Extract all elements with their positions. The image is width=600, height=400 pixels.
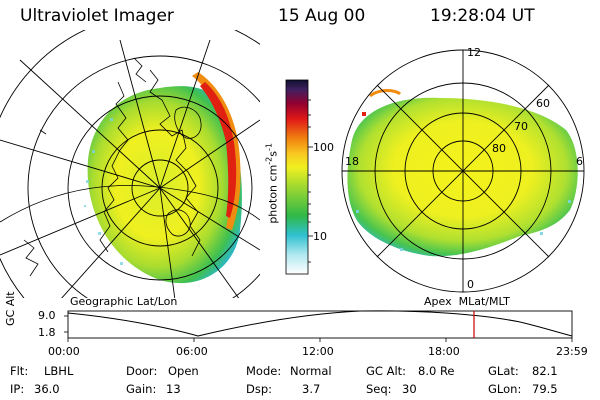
gc-alt-value: 8.0 Re xyxy=(418,364,455,378)
glat-label: GLat: xyxy=(488,364,519,378)
ground-track xyxy=(0,185,260,223)
colorbar-tick-100: 100 xyxy=(313,141,334,154)
mlt-label-18: 18 xyxy=(345,155,359,168)
ip-label: IP: xyxy=(10,382,25,396)
image-date: 15 Aug 00 xyxy=(278,6,366,26)
glon-label: GLon: xyxy=(488,382,522,396)
flt-label: Flt: xyxy=(10,364,29,378)
geographic-map-panel xyxy=(0,30,260,298)
app-title: Ultraviolet Imager xyxy=(20,6,174,26)
colorbar-unit-label: photon cm-2s-1 xyxy=(264,143,280,224)
time-tick-1200: 12:00 xyxy=(302,345,334,358)
glat-value: 82.1 xyxy=(532,364,558,378)
altitude-curve xyxy=(67,310,573,337)
mlat-label-80: 80 xyxy=(492,142,506,155)
mode-value: Normal xyxy=(290,364,332,378)
door-value: Open xyxy=(168,364,199,378)
altitude-tick-9: 9.0 xyxy=(38,309,56,322)
seq-label: Seq: xyxy=(366,382,392,396)
dsp-value: 3.7 xyxy=(302,382,321,396)
time-tick-0000: 00:00 xyxy=(48,345,80,358)
glon-value: 79.5 xyxy=(532,382,558,396)
mlt-label-0: 0 xyxy=(467,278,474,291)
seq-value: 30 xyxy=(402,382,417,396)
gain-value: 13 xyxy=(166,382,181,396)
mlat-label-60: 60 xyxy=(536,97,550,110)
time-tick-2359: 23:59 xyxy=(556,345,588,358)
time-tick-1800: 18:00 xyxy=(428,345,460,358)
ip-value: 36.0 xyxy=(34,382,60,396)
mlt-label-12: 12 xyxy=(467,46,481,59)
altitude-y-label: GC Alt xyxy=(4,291,17,326)
mode-label: Mode: xyxy=(246,364,282,378)
colorbar-tick-10: 10 xyxy=(313,230,327,243)
coastlines xyxy=(23,57,202,277)
apex-panel-caption: Apex MLat/MLT xyxy=(424,295,510,308)
door-label: Door: xyxy=(126,364,158,378)
color-bar xyxy=(285,79,309,275)
gain-label: Gain: xyxy=(126,382,157,396)
flt-value: LBHL xyxy=(44,364,74,378)
lat-lon-grid xyxy=(0,30,260,298)
dsp-label: Dsp: xyxy=(246,382,273,396)
time-tick-0600: 06:00 xyxy=(176,345,208,358)
gc-alt-label: GC Alt: xyxy=(366,364,407,378)
altitude-tick-1-8: 1.8 xyxy=(38,326,56,339)
apex-mlat-mlt-panel xyxy=(341,49,585,293)
mlt-label-6: 6 xyxy=(576,155,583,168)
geo-panel-caption: Geographic Lat/Lon xyxy=(70,295,178,308)
image-time: 19:28:04 UT xyxy=(430,6,535,26)
apex-grid xyxy=(341,49,585,293)
mlat-label-70: 70 xyxy=(514,120,528,133)
altitude-plot-frame xyxy=(67,310,573,339)
